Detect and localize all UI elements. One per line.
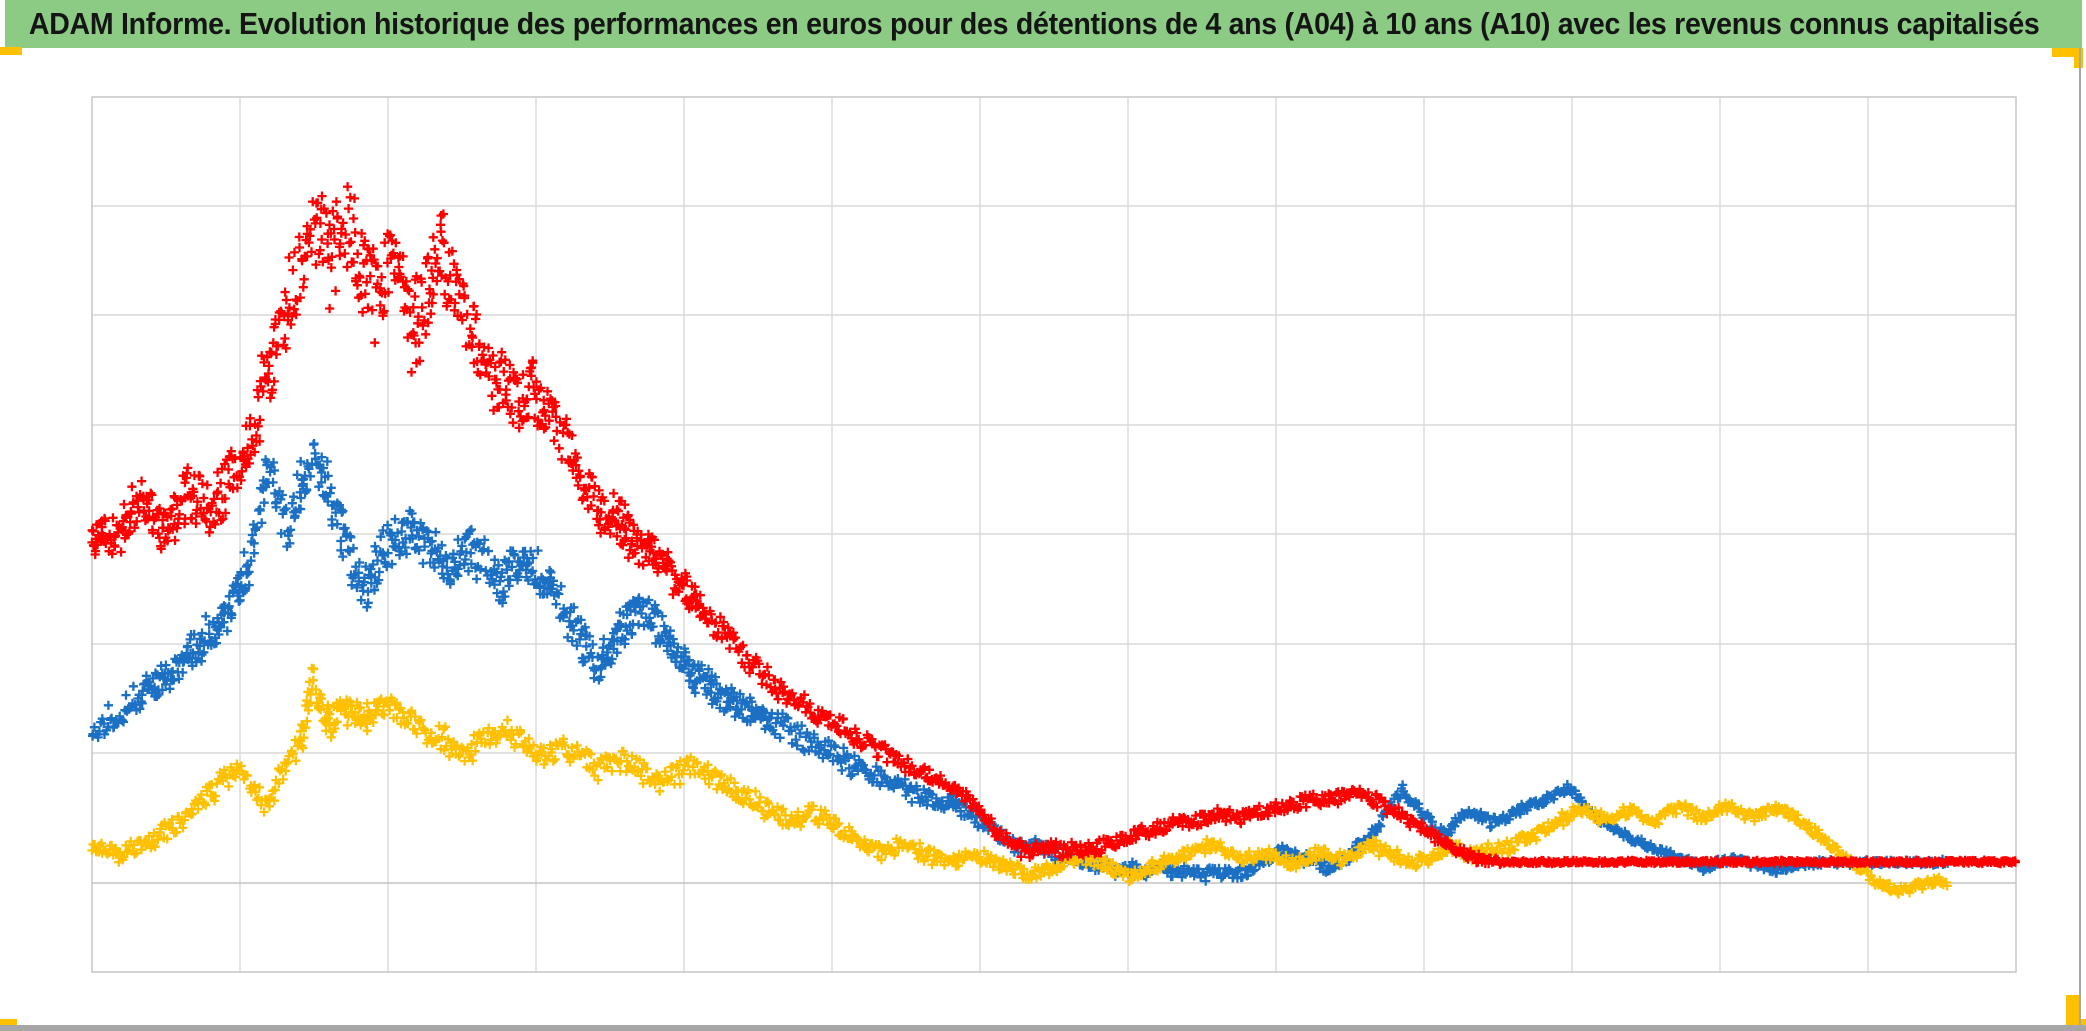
corner-accent-bottom-right-horizontal — [2066, 1019, 2086, 1028]
series-blue-points[interactable] — [88, 439, 1953, 886]
series-red-points[interactable] — [87, 182, 2020, 870]
corner-accent-top-right-vertical — [2074, 48, 2083, 68]
corner-accent-top-right-horizontal — [2052, 48, 2083, 57]
chart-title-bar: ADAM Informe. Evolution historique des p… — [5, 0, 2082, 48]
corner-accent-bottom-left — [0, 1019, 17, 1028]
window-right-edge — [2079, 48, 2081, 1031]
window-bottom-edge — [0, 1025, 2086, 1031]
scatter-chart[interactable] — [0, 48, 2086, 1025]
chart-title: ADAM Informe. Evolution historique des p… — [28, 6, 2040, 41]
chart-canvas — [87, 96, 2020, 973]
corner-accent-bottom-right-vertical — [2066, 995, 2079, 1025]
series-gold-points[interactable] — [87, 663, 1952, 899]
corner-accent-top-left — [0, 47, 22, 55]
gridlines — [91, 96, 2017, 973]
